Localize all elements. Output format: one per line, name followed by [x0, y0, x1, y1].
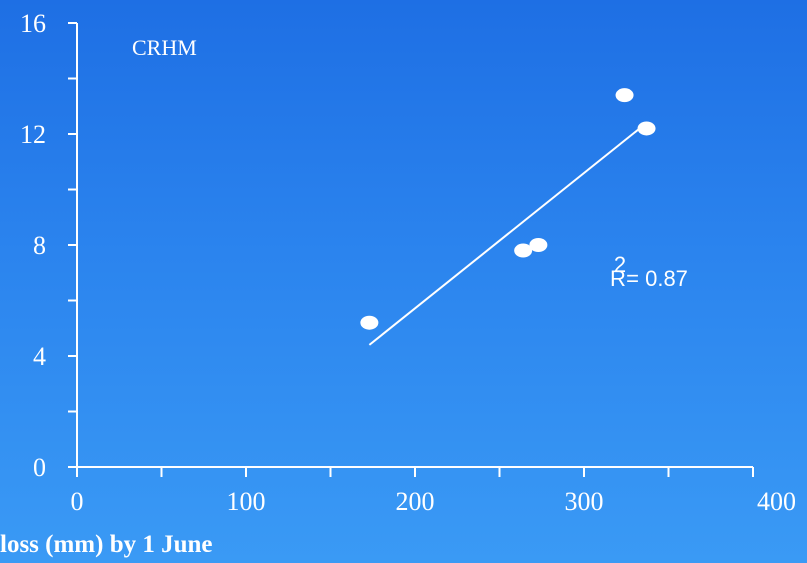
data-point: [360, 315, 379, 330]
r-squared-superscript: 2: [614, 252, 626, 277]
x-tick-label: 300: [565, 487, 604, 516]
data-point: [615, 88, 634, 103]
r-squared-label: R2= 0.87: [610, 252, 688, 291]
model-annotation: CRHM: [132, 35, 197, 60]
points-group: [360, 88, 656, 330]
trendline: [368, 124, 644, 346]
r-squared-prefix: R: [610, 266, 626, 291]
trendline-group: [368, 124, 644, 346]
data-point: [514, 243, 533, 258]
y-tick-label: 16: [20, 9, 46, 38]
x-tick-label: 0: [71, 487, 84, 516]
x-axis-label: loss (mm) by 1 June: [0, 531, 213, 558]
data-point: [637, 121, 656, 136]
y-tick-label: 4: [33, 342, 46, 371]
r-squared-suffix: = 0.87: [626, 266, 688, 291]
y-tick-label: 12: [20, 120, 46, 149]
y-tick-label: 8: [33, 231, 46, 260]
ticks: 0 4 8 12 16 0 100 200 300 400: [20, 9, 796, 516]
y-tick-label: 0: [33, 453, 46, 482]
axes: [76, 23, 753, 468]
x-tick-label: 400: [757, 487, 796, 516]
x-tick-label: 100: [227, 487, 266, 516]
x-tick-label: 200: [396, 487, 435, 516]
data-point: [529, 238, 548, 252]
